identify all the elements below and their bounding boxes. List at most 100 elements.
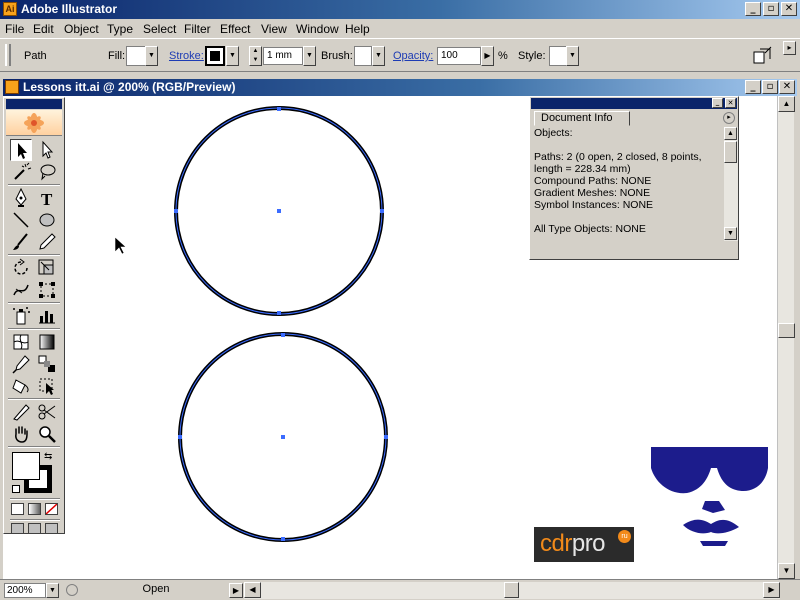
stroke-weight-field[interactable]: 1 mm (263, 47, 303, 65)
none-mode-icon[interactable] (45, 503, 58, 515)
mesh-icon[interactable] (10, 331, 32, 353)
opacity-label[interactable]: Opacity: (393, 50, 434, 62)
rotate-icon[interactable] (10, 257, 32, 279)
line-icon[interactable] (10, 209, 32, 231)
menu-file[interactable]: File (5, 22, 25, 36)
stroke-swatch[interactable] (205, 46, 225, 66)
color-mode-icon[interactable] (11, 503, 24, 515)
full-screen-mode-icon[interactable] (45, 523, 58, 534)
brush-label: Brush: (321, 50, 353, 62)
document-info-tab[interactable]: Document Info (534, 111, 630, 126)
minimize-button[interactable]: _ (745, 2, 761, 16)
menu-filter[interactable]: Filter (184, 22, 211, 36)
document-info-titlebar[interactable]: _ ✕ (531, 98, 737, 109)
menu-effect[interactable]: Effect (220, 22, 251, 36)
stroke-weight-dropdown[interactable]: ▼ (303, 46, 316, 66)
zoom-level-field[interactable]: 200% (4, 583, 46, 598)
info-scroll-down-button[interactable]: ▼ (724, 227, 737, 240)
type-icon[interactable]: T (36, 187, 58, 209)
artwork[interactable] (3, 96, 777, 579)
pen-icon[interactable] (10, 187, 32, 209)
circle-bottom[interactable] (178, 332, 388, 542)
maximize-button[interactable]: ▫ (763, 2, 779, 16)
style-dropdown[interactable]: ▼ (566, 46, 579, 66)
panel-close-button[interactable]: ✕ (725, 98, 736, 108)
style-swatch[interactable] (549, 46, 567, 66)
scroll-left-button[interactable]: ◀ (244, 582, 261, 598)
brush-dropdown[interactable]: ▼ (372, 46, 385, 66)
fill-swatch[interactable] (126, 46, 146, 66)
opacity-field[interactable]: 100 (437, 47, 481, 65)
status-text[interactable]: Open (142, 583, 170, 595)
live-paint-selection-icon[interactable] (36, 375, 58, 397)
standard-screen-mode-icon[interactable] (11, 523, 24, 534)
sunglasses-face-graphic (651, 447, 768, 546)
warp-icon[interactable] (10, 279, 32, 301)
graph-icon[interactable] (36, 305, 58, 327)
brush-swatch[interactable] (354, 46, 372, 66)
magic-wand-icon[interactable] (10, 161, 32, 183)
fill-dropdown[interactable]: ▼ (145, 46, 158, 66)
panel-options-menu-icon[interactable]: ▸ (723, 112, 735, 124)
fill-label: Fill: (108, 50, 126, 62)
lasso-icon[interactable] (36, 161, 58, 183)
document-info-content: Objects: Paths: 2 (0 open, 2 closed, 8 p… (534, 127, 724, 241)
scroll-down-button[interactable]: ▼ (778, 563, 795, 579)
blend-icon[interactable] (36, 353, 58, 375)
direct-selection-icon[interactable] (36, 139, 58, 161)
stroke-label[interactable]: Stroke: (169, 50, 204, 62)
menu-edit[interactable]: Edit (33, 22, 54, 36)
scroll-up-button[interactable]: ▲ (778, 96, 795, 112)
live-paint-icon[interactable] (10, 375, 32, 397)
scroll-right-button[interactable]: ▶ (763, 582, 780, 598)
document-close-button[interactable]: ✕ (779, 80, 795, 94)
default-fill-stroke-icon[interactable] (12, 485, 20, 493)
gradient-mode-icon[interactable] (28, 503, 41, 515)
vertical-scrollbar[interactable]: ▲ ▼ (777, 96, 795, 579)
close-button[interactable]: ✕ (781, 2, 797, 16)
info-scroll-up-button[interactable]: ▲ (724, 127, 737, 140)
menu-type[interactable]: Type (107, 22, 134, 36)
paintbrush-icon[interactable] (10, 231, 32, 253)
gradient-icon[interactable] (36, 331, 58, 353)
panel-minimize-button[interactable]: _ (712, 98, 723, 108)
stroke-weight-stepper[interactable]: ▲ ▼ (249, 46, 262, 66)
slice-icon[interactable] (10, 401, 32, 423)
version-cue-icon[interactable] (66, 584, 78, 596)
pencil-icon[interactable] (36, 231, 58, 253)
hand-icon[interactable] (10, 423, 32, 445)
horizontal-scroll-thumb[interactable] (504, 582, 519, 598)
tools-panel-titlebar[interactable] (6, 99, 62, 109)
menu-view[interactable]: View (261, 22, 287, 36)
vertical-scroll-thumb[interactable] (778, 323, 795, 338)
document-info-scrollbar[interactable]: ▲ ▼ (724, 127, 738, 241)
symbol-sprayer-icon[interactable] (10, 305, 32, 327)
circle-top[interactable] (174, 106, 384, 316)
scissors-icon[interactable] (36, 401, 58, 423)
zoom-dropdown[interactable]: ▼ (46, 583, 59, 598)
info-scroll-thumb[interactable] (724, 141, 737, 163)
stroke-dropdown[interactable]: ▼ (226, 46, 239, 66)
selection-icon[interactable] (10, 139, 32, 161)
control-panel-menu-button[interactable]: ▸ (783, 41, 796, 55)
isolate-selection-icon[interactable] (752, 46, 774, 66)
status-menu-button[interactable]: ▶ (229, 583, 243, 598)
zoom-icon[interactable] (36, 423, 58, 445)
document-title: Lessons itt.ai @ 200% (RGB/Preview) (23, 80, 236, 94)
menu-help[interactable]: Help (345, 22, 370, 36)
document-minimize-button[interactable]: _ (745, 80, 761, 94)
full-screen-menu-mode-icon[interactable] (28, 523, 41, 534)
free-transform-icon[interactable] (36, 279, 58, 301)
menu-window[interactable]: Window (296, 22, 339, 36)
horizontal-scrollbar[interactable]: ◀ ▶ (244, 582, 780, 599)
opacity-slider-toggle[interactable]: ▶ (481, 46, 494, 66)
menu-select[interactable]: Select (143, 22, 177, 36)
menu-object[interactable]: Object (64, 22, 99, 36)
document-restore-button[interactable]: ▫ (762, 80, 778, 94)
swap-fill-stroke-icon[interactable]: ⇆ (44, 451, 53, 462)
eyedropper-icon[interactable] (10, 353, 32, 375)
ellipse-icon[interactable] (36, 209, 58, 231)
fill-color-swatch[interactable] (12, 452, 40, 480)
scale-icon[interactable] (36, 257, 58, 279)
palette-grip[interactable] (5, 44, 11, 66)
